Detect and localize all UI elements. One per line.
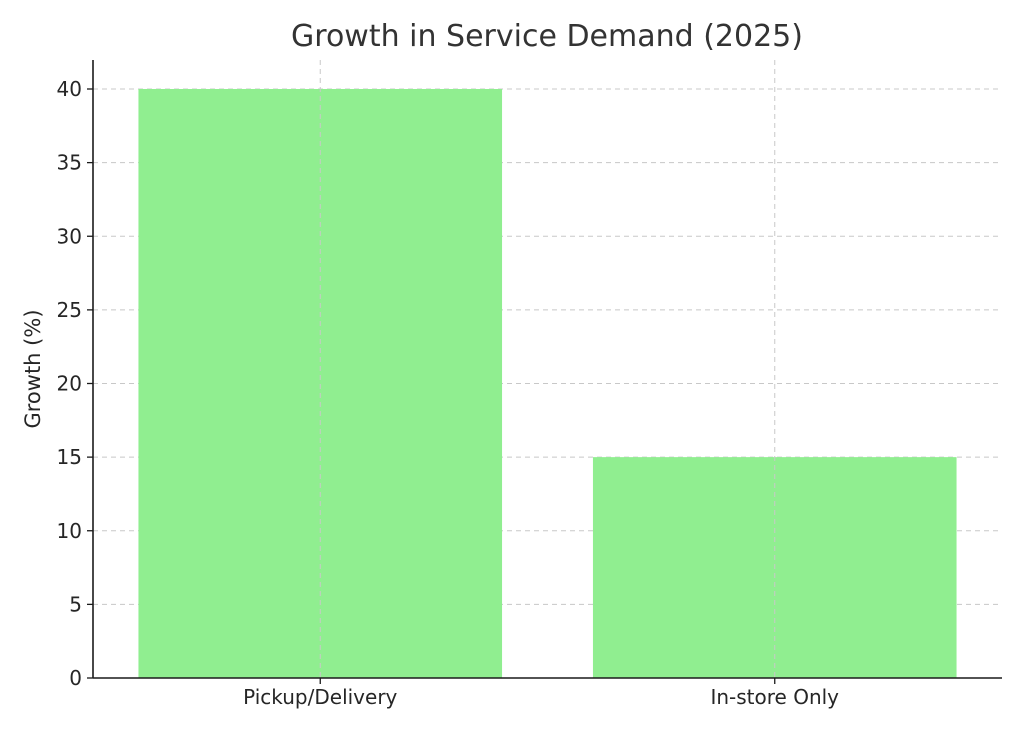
y-tick-label: 25 <box>57 298 82 322</box>
x-tick-label: Pickup/Delivery <box>243 685 397 709</box>
y-tick-label: 10 <box>57 519 82 543</box>
x-tick-label: In-store Only <box>710 685 839 709</box>
chart-title: Growth in Service Demand (2025) <box>291 19 803 54</box>
y-tick-label: 20 <box>57 372 82 396</box>
y-tick-label: 5 <box>69 592 82 616</box>
axes: 0 5 10 15 20 25 30 35 40 Pickup/Delivery In-store … <box>57 60 1002 709</box>
y-tick-label: 0 <box>69 666 82 690</box>
y-tick-label: 15 <box>57 445 82 469</box>
y-axis-label: Growth (%) <box>21 309 45 428</box>
y-tick-label: 30 <box>57 224 82 248</box>
y-tick-label: 40 <box>57 77 82 101</box>
y-tick-label: 35 <box>57 151 82 175</box>
